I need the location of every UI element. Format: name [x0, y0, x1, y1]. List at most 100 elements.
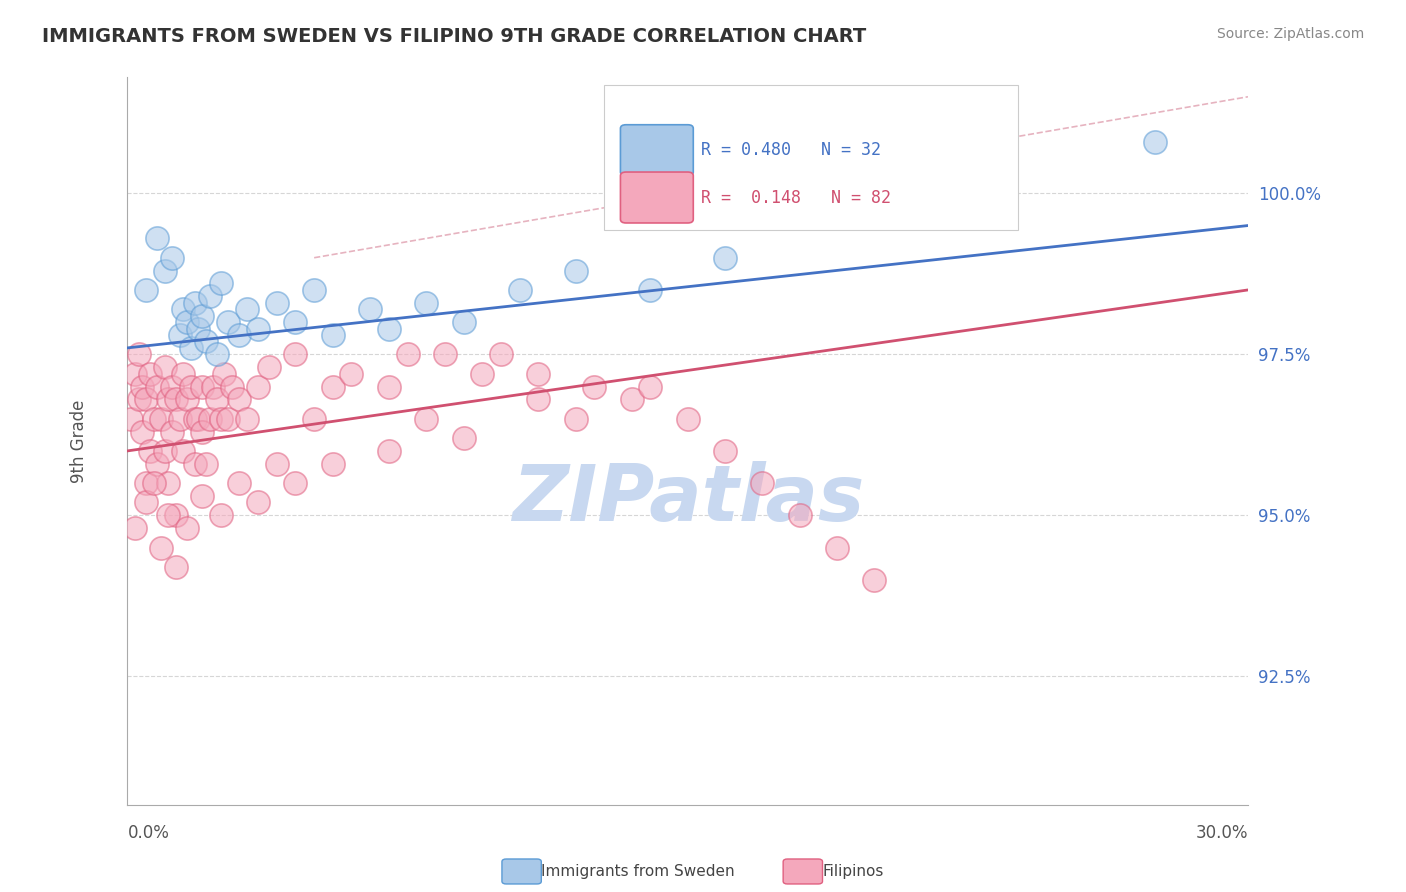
Point	[471, 367, 494, 381]
Point	[1143, 135, 1166, 149]
Text: Filipinos: Filipinos	[823, 864, 884, 879]
Point	[217, 411, 239, 425]
FancyBboxPatch shape	[620, 172, 693, 223]
Point	[640, 379, 662, 393]
Point	[453, 315, 475, 329]
Point	[583, 379, 606, 393]
Point	[676, 411, 699, 425]
Point	[714, 444, 737, 458]
Point	[124, 367, 146, 381]
Text: R =  0.148   N = 82: R = 0.148 N = 82	[702, 188, 891, 207]
Point	[180, 379, 202, 393]
Point	[228, 328, 250, 343]
Point	[153, 444, 176, 458]
Point	[135, 476, 157, 491]
Text: 0.0%: 0.0%	[128, 824, 169, 842]
Point	[284, 476, 307, 491]
Text: R = 0.480   N = 32: R = 0.480 N = 32	[702, 141, 882, 159]
Point	[453, 431, 475, 445]
Point	[433, 347, 456, 361]
Point	[564, 263, 586, 277]
Point	[259, 360, 281, 375]
Point	[157, 508, 180, 523]
Point	[640, 283, 662, 297]
Point	[183, 457, 205, 471]
Point	[183, 295, 205, 310]
Point	[284, 315, 307, 329]
Point	[228, 476, 250, 491]
FancyBboxPatch shape	[620, 125, 693, 176]
Point	[124, 521, 146, 535]
Point	[751, 476, 773, 491]
Point	[191, 425, 214, 439]
Point	[146, 379, 169, 393]
Point	[236, 302, 259, 317]
Point	[205, 347, 228, 361]
Point	[266, 457, 288, 471]
Point	[378, 321, 401, 335]
Point	[128, 347, 150, 361]
Point	[340, 367, 363, 381]
Point	[509, 283, 531, 297]
Point	[209, 508, 232, 523]
Point	[128, 392, 150, 407]
Point	[183, 411, 205, 425]
Text: 30.0%: 30.0%	[1195, 824, 1249, 842]
Text: IMMIGRANTS FROM SWEDEN VS FILIPINO 9TH GRADE CORRELATION CHART: IMMIGRANTS FROM SWEDEN VS FILIPINO 9TH G…	[42, 27, 866, 45]
Point	[139, 367, 162, 381]
Point	[415, 411, 437, 425]
Point	[135, 495, 157, 509]
Point	[322, 457, 344, 471]
Point	[359, 302, 381, 317]
Point	[789, 508, 811, 523]
Point	[165, 559, 187, 574]
Point	[150, 541, 173, 555]
Point	[209, 411, 232, 425]
Point	[217, 315, 239, 329]
Point	[209, 277, 232, 291]
Point	[165, 508, 187, 523]
Point	[176, 315, 198, 329]
Point	[214, 367, 236, 381]
Point	[194, 334, 217, 349]
Point	[202, 379, 225, 393]
Point	[160, 425, 183, 439]
Point	[221, 379, 243, 393]
Point	[131, 379, 153, 393]
Point	[489, 347, 512, 361]
Point	[322, 328, 344, 343]
Point	[172, 367, 194, 381]
Point	[157, 476, 180, 491]
Point	[146, 457, 169, 471]
Point	[527, 392, 550, 407]
Point	[415, 295, 437, 310]
Point	[180, 341, 202, 355]
Point	[266, 295, 288, 310]
Point	[825, 541, 848, 555]
Point	[236, 411, 259, 425]
Point	[146, 231, 169, 245]
Point	[378, 444, 401, 458]
Point	[131, 425, 153, 439]
Point	[228, 392, 250, 407]
Text: 9th Grade: 9th Grade	[70, 400, 89, 483]
Point	[165, 392, 187, 407]
Point	[150, 411, 173, 425]
Point	[187, 411, 209, 425]
Point	[527, 367, 550, 381]
Point	[378, 379, 401, 393]
Point	[198, 411, 221, 425]
Point	[620, 392, 643, 407]
Point	[176, 521, 198, 535]
Point	[284, 347, 307, 361]
Point	[187, 321, 209, 335]
Point	[135, 392, 157, 407]
Point	[205, 392, 228, 407]
Text: ZIPatlas: ZIPatlas	[512, 461, 863, 538]
Point	[191, 379, 214, 393]
Point	[302, 283, 325, 297]
Point	[142, 476, 165, 491]
Point	[135, 283, 157, 297]
Point	[863, 573, 886, 587]
Text: Immigrants from Sweden: Immigrants from Sweden	[541, 864, 735, 879]
